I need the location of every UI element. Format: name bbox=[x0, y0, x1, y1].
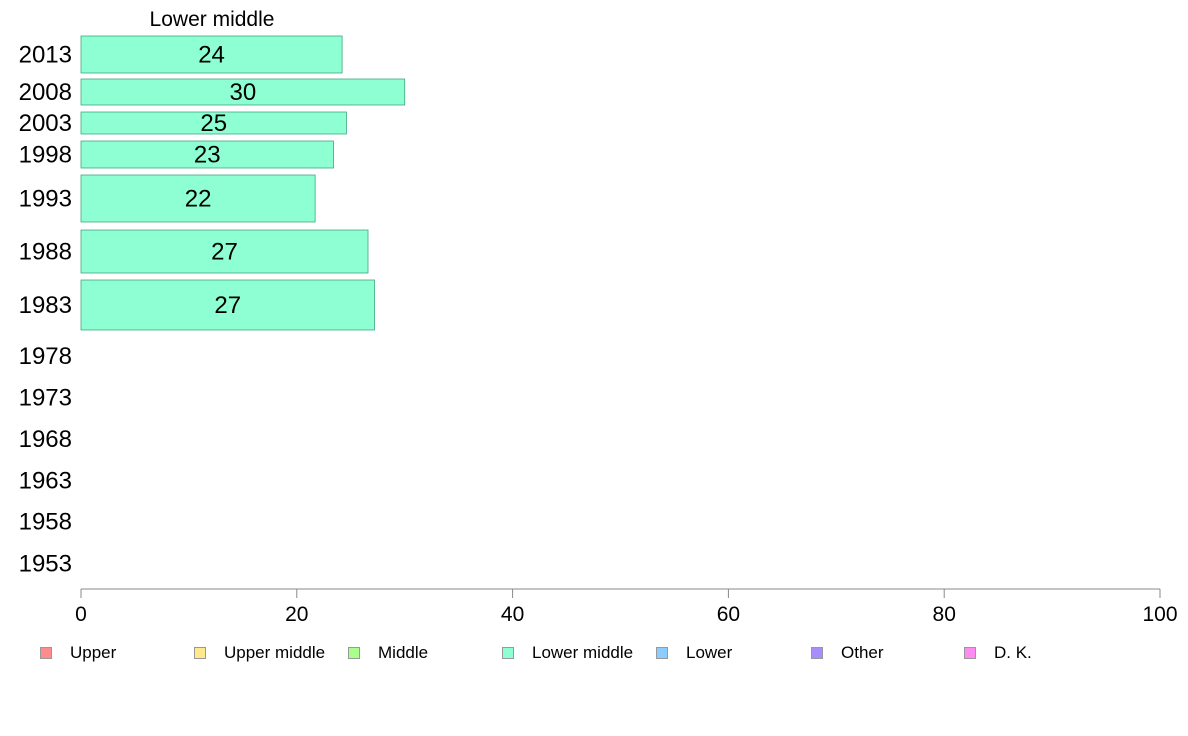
x-tick-label: 80 bbox=[933, 603, 956, 626]
x-tick-label: 20 bbox=[285, 603, 308, 626]
y-tick-label: 1983 bbox=[19, 292, 72, 319]
bar bbox=[80, 111, 347, 135]
x-axis: 0 20 40 60 80 100 bbox=[75, 588, 1178, 626]
legend-item: Lower middle bbox=[502, 642, 633, 664]
y-tick-label: 1993 bbox=[19, 186, 72, 213]
y-tick-label: 1998 bbox=[19, 142, 72, 169]
legend-swatch bbox=[964, 647, 976, 659]
bar bbox=[80, 78, 406, 106]
legend-label: Other bbox=[841, 643, 884, 662]
legend-swatch bbox=[348, 647, 360, 659]
legend-label: Middle bbox=[378, 643, 429, 662]
legend-swatch bbox=[502, 647, 514, 659]
legend-swatch bbox=[811, 647, 823, 659]
bar bbox=[80, 279, 375, 331]
legend-label: Lower bbox=[686, 643, 733, 662]
legend-label: Lower middle bbox=[532, 643, 634, 662]
x-tick-label: 40 bbox=[501, 603, 524, 626]
bar bbox=[80, 174, 316, 223]
legend-item: Middle bbox=[348, 642, 428, 664]
y-tick-label: 1968 bbox=[19, 426, 72, 453]
y-tick-label: 1953 bbox=[19, 551, 72, 578]
data-label: 23 bbox=[194, 142, 221, 169]
x-tick-label: 0 bbox=[75, 603, 87, 626]
legend-swatch bbox=[656, 647, 668, 659]
y-tick-label: 2003 bbox=[19, 110, 72, 137]
legend-swatch bbox=[40, 647, 52, 659]
y-tick-label: 1958 bbox=[19, 509, 72, 536]
data-label: 27 bbox=[214, 292, 241, 319]
y-axis-labels: 2013 2008 2003 1998 1993 1988 1983 1978 1973 1968… bbox=[19, 42, 72, 578]
x-tick-label: 100 bbox=[1142, 603, 1177, 626]
data-label: 30 bbox=[229, 79, 256, 106]
y-tick-label: 2013 bbox=[19, 42, 72, 69]
data-label: 22 bbox=[185, 186, 212, 213]
legend-label: Upper bbox=[70, 643, 117, 662]
bar bbox=[80, 35, 343, 74]
y-tick-label: 1973 bbox=[19, 385, 72, 412]
data-label: 24 bbox=[198, 42, 225, 69]
legend-swatch bbox=[194, 647, 206, 659]
legend-item: Upper middle bbox=[194, 642, 325, 664]
y-tick-label: 1978 bbox=[19, 343, 72, 370]
bar bbox=[80, 140, 334, 169]
y-tick-label: 1988 bbox=[19, 239, 72, 266]
data-label: 25 bbox=[200, 110, 227, 137]
bar bbox=[80, 229, 369, 274]
y-tick-label: 2008 bbox=[19, 79, 72, 106]
data-label: 27 bbox=[211, 239, 238, 266]
x-tick-label: 60 bbox=[717, 603, 740, 626]
legend-item: Upper bbox=[40, 642, 116, 664]
legend-item: Lower bbox=[656, 642, 732, 664]
legend-label: Upper middle bbox=[224, 643, 326, 662]
y-tick-label: 1963 bbox=[19, 468, 72, 495]
chart-title: Lower middle bbox=[150, 8, 275, 31]
legend-item: Other bbox=[811, 642, 884, 664]
legend-label: D. K. bbox=[994, 643, 1032, 662]
legend-item: D. K. bbox=[964, 642, 1032, 664]
legend: Upper Upper middle Middle Lower middle Lower… bbox=[0, 642, 1188, 666]
